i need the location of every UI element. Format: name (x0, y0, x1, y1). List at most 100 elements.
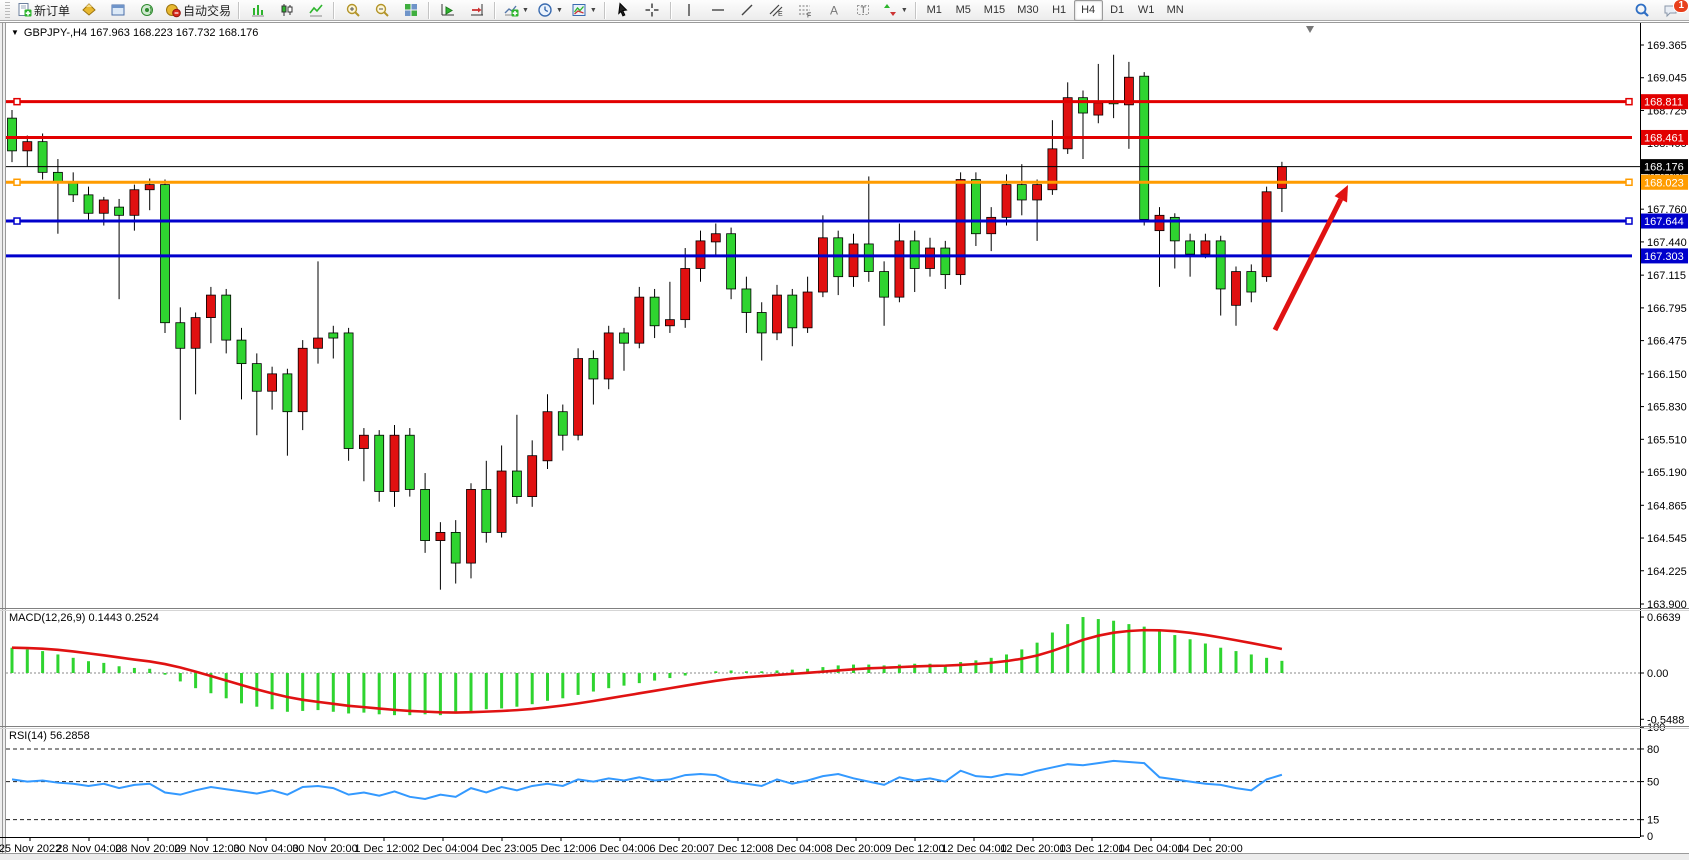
toolbar-separator (669, 1, 672, 19)
crosshair-button[interactable] (638, 0, 667, 21)
svg-text:F: F (807, 13, 811, 19)
chart-shift-marker[interactable] (1306, 26, 1314, 33)
timeframe-h1[interactable]: H1 (1045, 0, 1074, 21)
chat-button[interactable]: 1 (1656, 0, 1689, 21)
svg-text:165.830: 165.830 (1647, 402, 1687, 414)
shapes-button[interactable]: ▼ (878, 0, 912, 21)
svg-text:169.045: 169.045 (1647, 73, 1687, 85)
signal-icon (140, 4, 153, 16)
timeframe-w1-label: W1 (1137, 4, 1155, 16)
svg-text:0.00: 0.00 (1647, 668, 1668, 680)
macd-signal-line (11, 628, 1283, 714)
new-order-button[interactable]: 新订单 (12, 0, 74, 21)
chart-line-icon (308, 4, 323, 17)
data-window-button[interactable] (103, 0, 132, 21)
label-button[interactable]: T (849, 0, 878, 21)
chart-candles-icon (281, 4, 293, 16)
toolbar-grip (5, 1, 10, 19)
timeframe-d1[interactable]: D1 (1103, 0, 1132, 21)
text-button[interactable]: A (820, 0, 849, 21)
svg-text:-0.5488: -0.5488 (1647, 714, 1684, 726)
timeframe-m5-label: M5 (955, 4, 971, 16)
chevron-down-icon: ▼ (522, 6, 529, 14)
trend-arrow-head (1334, 185, 1348, 203)
time-label: 28 Nov 20:00 (115, 843, 180, 855)
rsi-panel: 1008050150 (6, 722, 1665, 843)
svg-text:T: T (861, 5, 867, 15)
indicators-button[interactable]: ▼ (499, 0, 533, 21)
text-icon: A (830, 4, 838, 18)
auto-scroll-button[interactable] (433, 0, 462, 21)
vline-icon (688, 4, 691, 16)
svg-text:80: 80 (1647, 744, 1659, 756)
timeframe-h4-label: H4 (1081, 4, 1096, 16)
market-watch-button[interactable] (74, 0, 103, 21)
symbol-dropdown-icon[interactable]: ▼ (11, 28, 19, 37)
time-label: 14 Dec 04:00 (1118, 843, 1183, 855)
search-button[interactable] (1627, 0, 1656, 21)
template-icon (572, 4, 586, 16)
navigator-button[interactable] (132, 0, 161, 21)
time-label: 8 Dec 20:00 (826, 843, 885, 855)
templates-button[interactable]: ▼ (567, 0, 601, 21)
time-label: 9 Dec 12:00 (885, 843, 944, 855)
auto-trading-button[interactable]: 自动交易 (161, 0, 235, 21)
time-label: 14 Dec 20:00 (1177, 843, 1242, 855)
channel-icon: E (769, 4, 783, 18)
timeframe-m30-label: M30 (1017, 4, 1039, 16)
vertical-line-button[interactable] (675, 0, 704, 21)
rsi-line (11, 759, 1283, 801)
svg-text:E: E (778, 11, 783, 18)
time-label: 6 Dec 20:00 (649, 843, 708, 855)
timeframe-mn[interactable]: MN (1161, 0, 1190, 21)
hline-icon (712, 9, 725, 11)
horizontal-line-button[interactable] (704, 0, 733, 21)
window-icon (111, 4, 125, 16)
trendline-button[interactable] (733, 0, 762, 21)
candlestick-chart-button[interactable] (272, 0, 301, 21)
zoom-in-button[interactable] (338, 0, 367, 21)
bar-chart-button[interactable] (243, 0, 272, 21)
zoom-out-button[interactable] (367, 0, 396, 21)
autoscroll-icon (441, 4, 454, 16)
indicators-icon (504, 5, 519, 17)
fibonacci-button[interactable]: F (791, 0, 820, 21)
channel-button[interactable]: E (762, 0, 791, 21)
svg-text:164.225: 164.225 (1647, 566, 1687, 578)
tile-windows-button[interactable] (396, 0, 425, 21)
price-badge-168.811 (1641, 94, 1688, 110)
svg-text:168.176: 168.176 (1644, 162, 1684, 174)
toolbar-separator (428, 1, 431, 19)
price-axis[interactable]: 169.365169.045168.725168.405168.085167.7… (1640, 23, 1688, 837)
time-label: 12 Dec 20:00 (1000, 843, 1065, 855)
main-toolbar: 新订单 自动交易 ▼ ▼ ▼ E F A T ▼ M1 M5 M15 M30 H1 H4 D1 W1 MN 1 (0, 0, 1689, 21)
timeframe-w1[interactable]: W1 (1132, 0, 1161, 21)
notification-badge: 1 (1673, 0, 1689, 13)
periods-button[interactable]: ▼ (533, 0, 567, 21)
time-label: 30 Nov 04:00 (233, 843, 298, 855)
svg-text:167.303: 167.303 (1644, 251, 1684, 263)
crosshair-icon (645, 3, 659, 17)
svg-text:163.900: 163.900 (1647, 599, 1687, 611)
timeframe-m30[interactable]: M30 (1011, 0, 1044, 21)
line-chart-button[interactable] (301, 0, 330, 21)
cursor-button[interactable] (609, 0, 638, 21)
svg-text:166.795: 166.795 (1647, 303, 1687, 315)
timeframe-m5[interactable]: M5 (949, 0, 978, 21)
timeframe-m1[interactable]: M1 (920, 0, 949, 21)
search-icon (1635, 3, 1649, 17)
chart-canvas[interactable]: 169.365169.045168.725168.405168.085167.7… (0, 22, 1689, 860)
svg-text:167.440: 167.440 (1647, 237, 1687, 249)
svg-text:15: 15 (1647, 815, 1659, 827)
chart-shift-button[interactable] (462, 0, 491, 21)
chevron-down-icon: ▼ (589, 6, 597, 14)
svg-text:0: 0 (1647, 831, 1653, 843)
svg-text:168.811: 168.811 (1644, 97, 1683, 109)
trend-arrow-annotation[interactable] (1272, 198, 1344, 332)
rsi-indicator-label: RSI(14) 56.2858 (9, 730, 90, 742)
horizontal-level-lines[interactable] (6, 97, 1640, 258)
timeframe-m15[interactable]: M15 (978, 0, 1011, 21)
timeframe-h4[interactable]: H4 (1073, 0, 1103, 21)
svg-text:167.644: 167.644 (1644, 216, 1684, 228)
